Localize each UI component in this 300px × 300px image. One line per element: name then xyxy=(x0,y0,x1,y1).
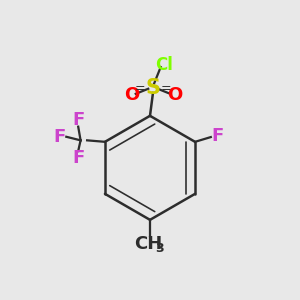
Text: CH: CH xyxy=(134,235,163,253)
Text: S: S xyxy=(146,78,160,98)
Text: =: = xyxy=(135,82,145,95)
Text: =: = xyxy=(161,82,171,95)
Text: F: F xyxy=(72,111,84,129)
Text: F: F xyxy=(54,128,66,146)
Text: 3: 3 xyxy=(155,242,164,255)
Text: O: O xyxy=(124,86,139,104)
Text: O: O xyxy=(167,86,182,104)
Text: Cl: Cl xyxy=(155,56,173,74)
Text: F: F xyxy=(211,128,224,146)
Text: F: F xyxy=(72,148,84,166)
